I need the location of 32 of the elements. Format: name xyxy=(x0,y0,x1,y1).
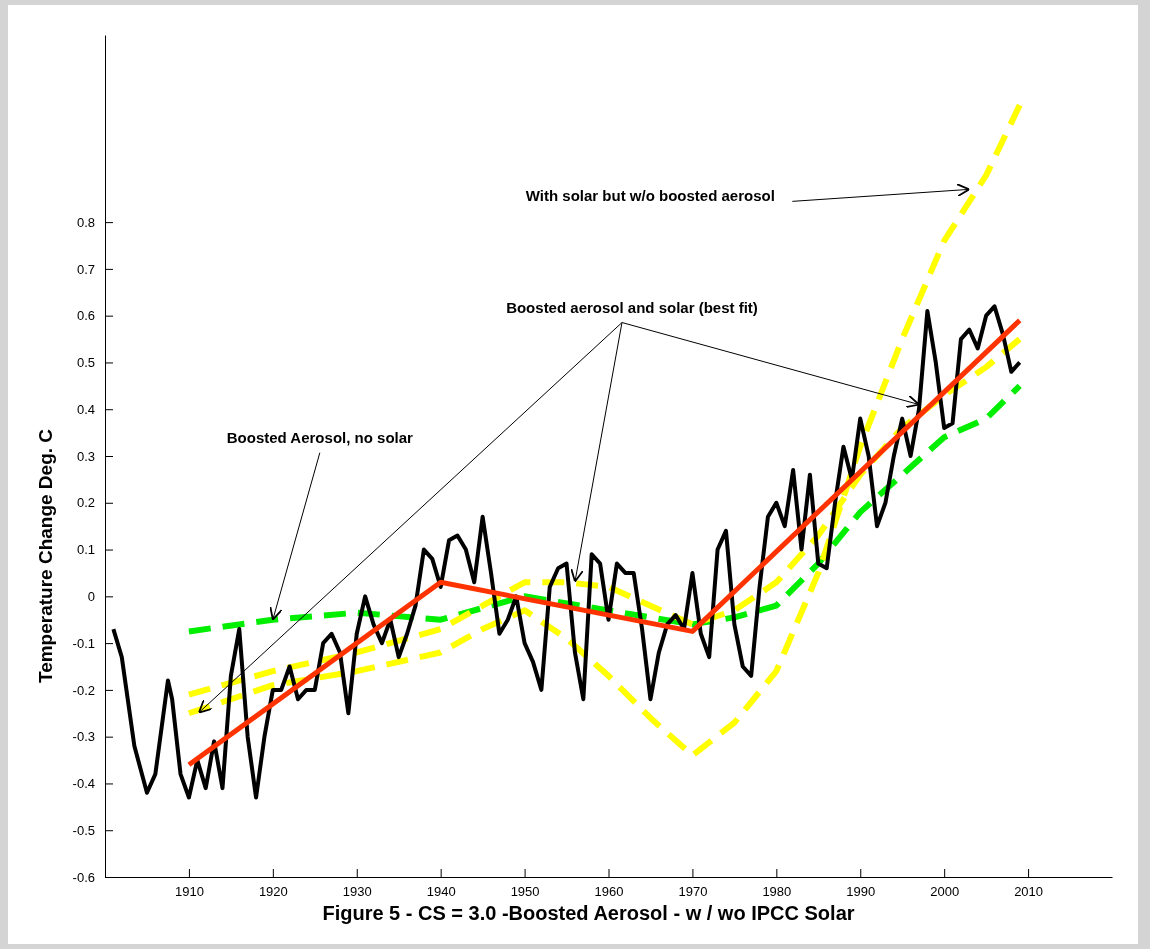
y-tick-label: 0.4 xyxy=(76,401,95,417)
y-axis-title: Temperature Change Deg. C xyxy=(35,428,56,684)
y-tick-label: -0.2 xyxy=(72,682,95,698)
x-tick-label: 1950 xyxy=(510,884,540,900)
x-tick-label: 1910 xyxy=(174,884,204,900)
y-tick-label: -0.5 xyxy=(72,822,95,838)
y-tick-label: 0 xyxy=(87,588,95,604)
y-tick-label: 0.2 xyxy=(76,495,95,511)
x-tick-label: 1990 xyxy=(846,884,876,900)
y-tick-label: -0.4 xyxy=(72,776,95,792)
x-tick-label: 1960 xyxy=(594,884,624,900)
x-tick-label: 1940 xyxy=(426,884,456,900)
x-tick-label: 1980 xyxy=(762,884,792,900)
y-tick-label: 0.6 xyxy=(76,308,95,324)
y-tick-label: -0.1 xyxy=(72,635,95,651)
annotation: Boosted Aerosol, no solar xyxy=(226,428,414,446)
x-tick-label: 2010 xyxy=(1014,884,1044,900)
x-tick-label: 1970 xyxy=(678,884,708,900)
line-series xyxy=(111,304,1022,800)
x-axis-title: Figure 5 - CS = 3.0 -Boosted Aerosol - w / wo IPCC Solar xyxy=(322,902,855,924)
y-tick-label: 0.7 xyxy=(76,261,95,277)
x-tick-label: 2000 xyxy=(930,884,960,900)
y-tick-label: 0.1 xyxy=(76,542,95,558)
y-tick-label: 0.3 xyxy=(76,448,95,464)
y-tick-label: 0.5 xyxy=(76,355,95,371)
y-tick-label: -0.6 xyxy=(72,869,95,885)
y-tick-label: -0.3 xyxy=(72,729,95,745)
y-tick-label: 0.8 xyxy=(76,214,95,230)
annotation: Boosted aerosol and solar (best fit) xyxy=(506,298,758,316)
x-tick-label: 1930 xyxy=(342,884,372,900)
annotation: With solar but w/o boosted aerosol xyxy=(525,187,775,205)
x-tick-label: 1920 xyxy=(258,884,288,900)
